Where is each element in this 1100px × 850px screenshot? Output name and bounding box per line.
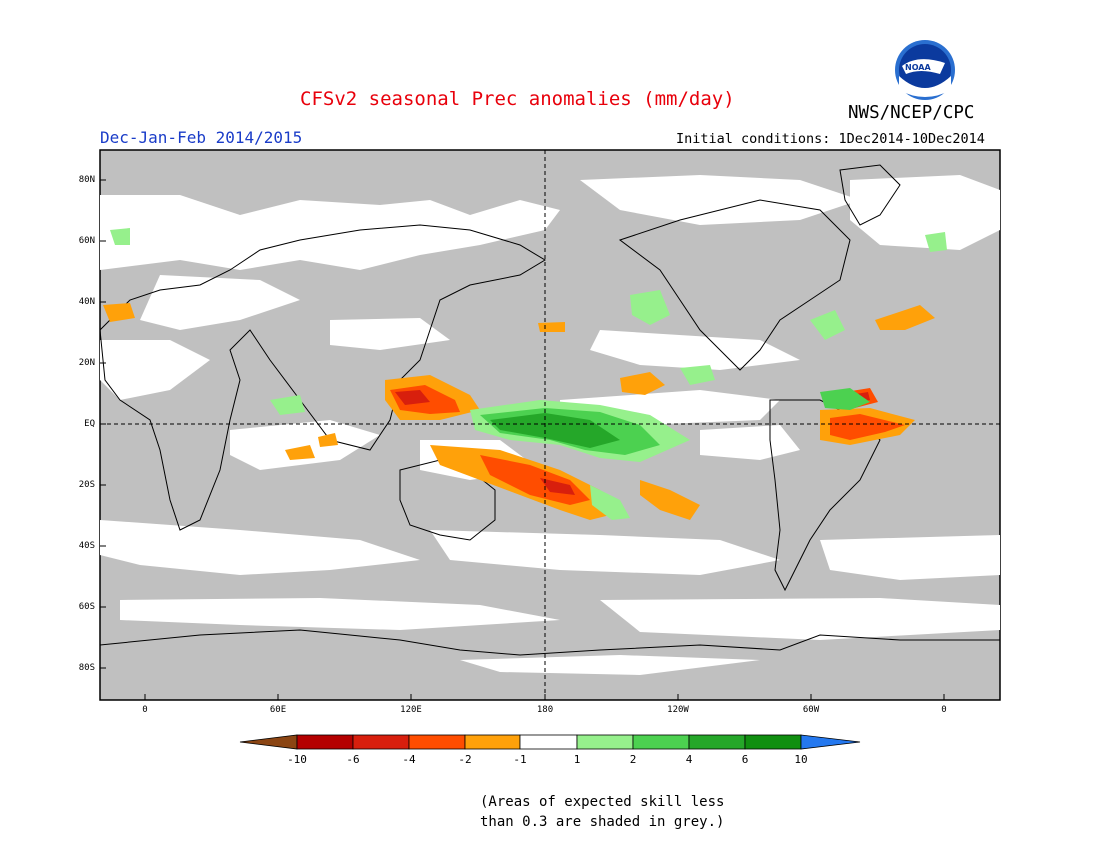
- lon-label-60w: 60W: [802, 705, 820, 715]
- lat-label-20n: 20N: [78, 358, 95, 368]
- near-zero-areas: [100, 175, 1000, 675]
- lon-label-120e: 120E: [400, 705, 422, 715]
- footnote-line-1: (Areas of expected skill less: [480, 794, 725, 810]
- skill-footnote: (Areas of expected skill less than 0.3 a…: [480, 792, 780, 832]
- noaa-logo-icon: [895, 40, 955, 100]
- colorbar-label: -1: [513, 753, 527, 766]
- colorbar-segment: [688, 734, 746, 750]
- colorbar: [239, 734, 861, 750]
- colorbar-segment: [464, 734, 521, 750]
- colorbar-label: 4: [685, 753, 693, 766]
- noaa-logo-text: NOAA: [905, 63, 931, 72]
- colorbar-segment: [744, 734, 802, 750]
- lat-label-60n: 60N: [78, 236, 95, 246]
- colorbar-label: 6: [741, 753, 749, 766]
- colorbar-label: -4: [402, 753, 416, 766]
- initial-conditions: Initial conditions: 1Dec2014-10Dec2014: [676, 131, 985, 147]
- season-label: Dec-Jan-Feb 2014/2015: [100, 128, 303, 147]
- colorbar-label: 1: [573, 753, 581, 766]
- lat-label-80n: 80N: [78, 175, 95, 185]
- lon-label-180: 180: [536, 705, 554, 715]
- positive-anomalies: [110, 228, 947, 520]
- lat-label-eq: EQ: [84, 419, 95, 429]
- colorbar-arrow-left: [239, 734, 298, 750]
- org-label: NWS/NCEP/CPC: [848, 103, 975, 123]
- lon-label-0: 0: [142, 705, 148, 715]
- axis-ticks: [100, 179, 945, 700]
- lon-label-0-east: 0: [941, 705, 947, 715]
- lat-label-20s: 20S: [78, 480, 95, 490]
- colorbar-segment: [632, 734, 690, 750]
- lat-label-80s: 80S: [78, 663, 95, 673]
- colorbar-label: 2: [629, 753, 637, 766]
- footnote-line-2: than 0.3 are shaded in grey.): [480, 814, 725, 830]
- colorbar-label: -10: [287, 753, 307, 766]
- colorbar-segment: [408, 734, 466, 750]
- colorbar-segment: [352, 734, 410, 750]
- lat-label-40n: 40N: [78, 297, 95, 307]
- lat-label-60s: 60S: [78, 602, 95, 612]
- colorbar-segment: [576, 734, 634, 750]
- colorbar-segment: [519, 734, 578, 750]
- map-title: CFSv2 seasonal Prec anomalies (mm/day): [300, 88, 735, 110]
- colorbar-label: -2: [458, 753, 472, 766]
- colorbar-label: 10: [794, 753, 808, 766]
- colorbar-arrow-right: [800, 734, 861, 750]
- colorbar-segment: [296, 734, 354, 750]
- lon-label-60e: 60E: [269, 705, 287, 715]
- lat-label-40s: 40S: [78, 541, 95, 551]
- colorbar-label: -6: [346, 753, 360, 766]
- lon-label-120w: 120W: [667, 705, 689, 715]
